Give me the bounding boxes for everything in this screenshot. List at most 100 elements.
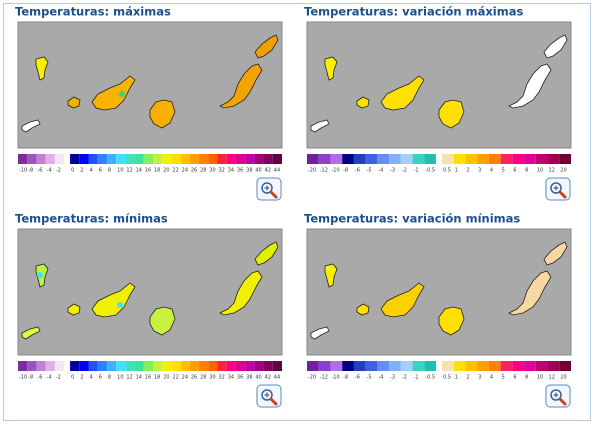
zoom-button[interactable]	[256, 384, 282, 408]
legend-label: 2	[80, 168, 83, 174]
panel-title: Temperaturas: variación máximas	[304, 5, 523, 19]
legend-label: 10	[537, 168, 543, 174]
legend-swatch	[79, 361, 89, 371]
legend-swatch	[424, 361, 436, 371]
zoom-icon-plus[interactable]	[553, 392, 559, 398]
legend-swatch	[18, 361, 28, 371]
legend-swatch	[54, 361, 65, 371]
legend-swatch	[254, 361, 264, 371]
legend-swatch	[263, 154, 273, 164]
legend-swatch	[465, 154, 478, 164]
zoom-button[interactable]	[545, 177, 571, 201]
legend-label: -8	[343, 168, 348, 174]
zoom-icon-plus[interactable]	[264, 392, 270, 398]
panel: Temperaturas: mínimas-10 -8 -6 -4 -2 0 2 4 6 8 10 1…	[15, 212, 283, 408]
legend-label: 20	[163, 375, 169, 381]
legend-label: 16	[145, 168, 151, 174]
legend-label: -4	[378, 375, 383, 381]
legend-label: -4	[47, 168, 52, 174]
zoom-icon-plus[interactable]	[264, 185, 270, 191]
legend-label: -5	[367, 375, 372, 381]
island	[91, 282, 136, 318]
legend-swatch	[377, 154, 390, 164]
legend-swatch	[199, 154, 209, 164]
legend-label: -10	[331, 168, 339, 174]
legend-label: 8	[108, 375, 111, 381]
panel-title: Temperaturas: variación mínimas	[304, 212, 520, 226]
zoom-button[interactable]	[256, 177, 282, 201]
legend-swatch	[18, 154, 28, 164]
island	[438, 306, 465, 336]
legend-label: -5	[367, 168, 372, 174]
legend-label: 3	[478, 375, 481, 381]
legend-label: 0.5	[443, 375, 451, 381]
island	[21, 326, 41, 340]
legend-swatch	[342, 361, 354, 371]
island	[356, 303, 370, 316]
legend-label: 42	[265, 375, 271, 381]
legend-swatch	[559, 361, 571, 371]
legend-label: 32	[219, 168, 225, 174]
zoom-icon-handle[interactable]	[558, 397, 567, 406]
legend-swatch	[245, 361, 255, 371]
legend-label: 34	[228, 168, 234, 174]
legend-label: 24	[182, 375, 188, 381]
legend-swatch	[412, 154, 425, 164]
legend-label: 38	[246, 375, 252, 381]
legend-swatch	[524, 154, 536, 164]
legend-label: 26	[191, 375, 197, 381]
legend-swatch	[217, 361, 227, 371]
legend-label: 28	[200, 375, 206, 381]
legend-label: -3	[390, 168, 395, 174]
legend-label: 8	[108, 168, 111, 174]
island	[324, 263, 338, 288]
legend-swatch	[116, 154, 126, 164]
legend-label: 2	[466, 375, 469, 381]
zoom-icon-handle[interactable]	[269, 397, 278, 406]
legend-swatch	[88, 154, 98, 164]
legend-label: 16	[145, 375, 151, 381]
legend-swatch	[365, 154, 378, 164]
legend-swatch	[263, 361, 273, 371]
legend-swatch	[318, 361, 331, 371]
legend-swatch	[524, 361, 536, 371]
legend-swatch	[547, 154, 560, 164]
legend-swatch	[88, 361, 98, 371]
zoom-button[interactable]	[545, 384, 571, 408]
legend-swatch	[106, 154, 117, 164]
legend-swatch	[36, 154, 46, 164]
island	[149, 99, 176, 129]
legend-label: -10	[331, 375, 339, 381]
legend-swatch	[143, 361, 153, 371]
legend-label: 12	[549, 375, 555, 381]
legend-label: 0	[71, 168, 74, 174]
legend-label: 12	[126, 375, 132, 381]
legend-swatch	[477, 154, 489, 164]
legend-swatch	[254, 154, 264, 164]
legend-label: 40	[255, 168, 261, 174]
legend-swatch	[453, 361, 466, 371]
island	[21, 119, 41, 133]
legend-label: -20	[308, 168, 316, 174]
island	[324, 56, 338, 81]
zoom-icon-plus[interactable]	[553, 185, 559, 191]
island	[91, 75, 136, 111]
legend-swatch	[97, 361, 107, 371]
legend-swatch	[180, 361, 190, 371]
legend-label: 20	[560, 168, 566, 174]
island	[254, 34, 279, 59]
legend-swatch	[45, 361, 55, 371]
legend-swatch	[559, 154, 571, 164]
legend-swatch	[353, 361, 366, 371]
legend-swatch	[488, 154, 501, 164]
legend-label: 2	[466, 168, 469, 174]
zoom-icon-handle[interactable]	[558, 190, 567, 199]
zoom-icon-handle[interactable]	[269, 190, 278, 199]
legend-swatch	[70, 361, 80, 371]
island	[67, 96, 81, 109]
legend-swatch	[162, 361, 172, 371]
legend-swatch	[365, 361, 378, 371]
legend-label: -20	[308, 375, 316, 381]
legend-label: -4	[47, 375, 52, 381]
legend-label: 42	[265, 168, 271, 174]
